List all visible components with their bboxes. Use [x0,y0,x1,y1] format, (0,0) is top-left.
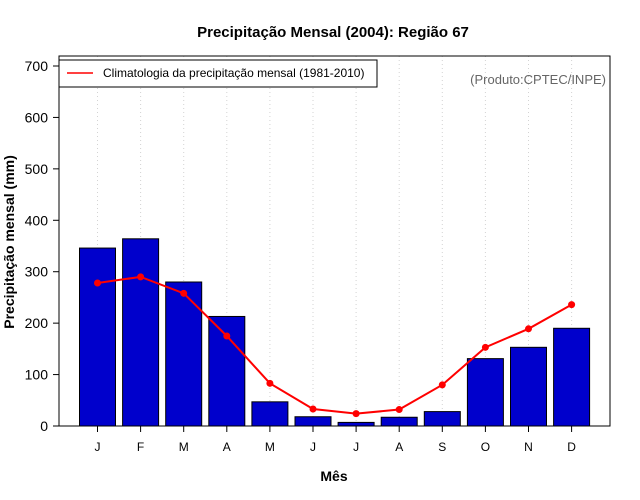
bar-5 [251,401,289,427]
x-tick-label: J [95,440,101,454]
climatology-point-2 [137,273,145,281]
x-tick-label: D [567,440,576,454]
bar-6 [294,416,332,427]
bar-12 [553,327,591,427]
climatology-point-3 [180,289,188,297]
legend-box [58,59,378,88]
x-tick-label: A [223,440,231,454]
y-tick-label: 100 [25,367,49,383]
x-tick-label: A [395,440,403,454]
y-tick-label: 200 [25,315,49,331]
bar-1 [79,247,116,427]
x-tick-label: M [265,440,275,454]
y-tick-label: 500 [25,161,49,177]
climatology-line-group [94,273,576,418]
climatology-point-6 [309,405,317,413]
bar-11 [510,346,547,427]
source-annotation: (Produto:CPTEC/INPE) [470,72,606,87]
bar-8 [380,416,418,427]
climatology-point-5 [266,379,274,387]
x-tick-label: J [310,440,316,454]
climatology-point-1 [94,279,101,287]
x-tick-label: N [524,440,533,454]
chart-title: Precipitação Mensal (2004): Região 67 [197,24,469,41]
bar-7 [337,421,375,427]
bar-3 [165,281,203,427]
climatology-line [97,275,573,415]
climatology-point-4 [223,332,231,340]
y-axis: 0 100 200 300 400 500 600 700 [25,58,59,434]
climatology-point-8 [395,406,403,414]
climatology-point-12 [568,301,576,309]
y-tick-label: 400 [25,212,49,228]
x-tick-label: S [438,440,446,454]
x-tick-label: O [481,440,490,454]
climatology-point-9 [438,381,446,389]
legend-entry-climatology: Climatologia da precipitação mensal (198… [103,66,364,80]
climatology-point-10 [481,343,489,351]
x-tick-label: J [353,440,359,454]
climatology-point-11 [525,325,532,333]
x-tick-label: F [137,440,144,454]
x-tick-label: M [179,440,189,454]
y-tick-label: 300 [25,264,49,280]
plot-frame [58,55,611,427]
y-tick-label: 0 [40,418,48,434]
legend: Climatologia da precipitação mensal (198… [58,59,378,88]
bar-10 [466,358,504,427]
y-tick-label: 700 [25,58,49,74]
bars-group [79,238,591,427]
bar-9 [423,411,461,427]
x-axis-label: Mês [320,468,347,484]
y-axis-label: Precipitação mensal (mm) [1,155,17,329]
y-tick-label: 600 [25,109,49,125]
bar-2 [122,238,160,427]
climatology-point-7 [352,410,360,418]
